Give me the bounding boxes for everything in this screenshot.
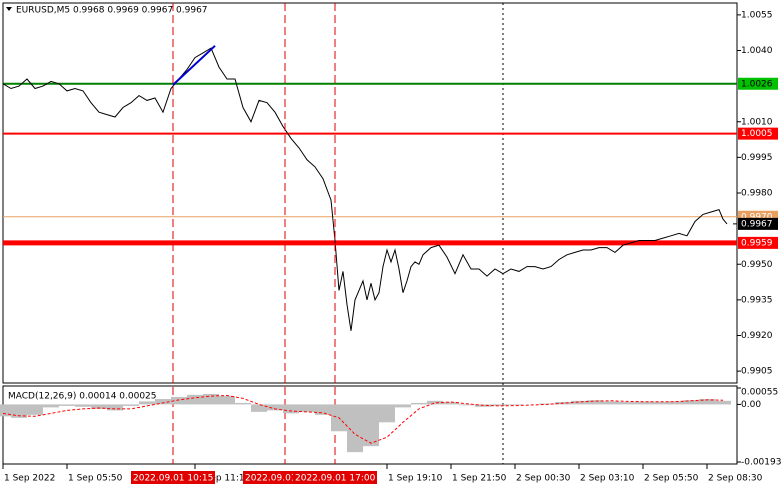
- macd-bar: [411, 402, 427, 405]
- macd-bar: [363, 404, 379, 447]
- macd-bar: [267, 404, 283, 411]
- last-price-box: [738, 217, 778, 230]
- macd-bar: [571, 400, 587, 405]
- x-tick-label: 1 Sep 19:10: [388, 474, 443, 484]
- macd-bar: [491, 404, 507, 406]
- macd-bar: [171, 396, 187, 405]
- macd-bar: [251, 404, 267, 412]
- macd-bar: [107, 404, 123, 411]
- macd-title: MACD(12,26,9) 0.00014 0.00025: [8, 392, 157, 402]
- level-label: 0.9959: [741, 238, 773, 248]
- macd-bar: [667, 401, 683, 405]
- event-label: 2022.09.01 10:15: [133, 474, 213, 484]
- macd-bar: [315, 404, 331, 415]
- macd-bar: [91, 404, 107, 409]
- macd-bar: [619, 402, 635, 405]
- level-label-box: [738, 236, 778, 249]
- macd-bar: [283, 404, 299, 414]
- x-tick-label: 2 Sep 05:50: [644, 474, 699, 484]
- y-tick-label: 1.0010: [741, 117, 773, 127]
- y-tick-label: 0.9995: [741, 153, 773, 163]
- macd-bar: [395, 404, 411, 408]
- level-label-box: [738, 77, 778, 90]
- signal-line: [2, 394, 724, 444]
- level-label-box: [738, 127, 778, 140]
- macd-bar: [235, 402, 251, 405]
- macd-bar: [699, 399, 715, 405]
- level-label: 1.0026: [741, 79, 773, 89]
- y-tick-label: 1.0040: [741, 46, 773, 56]
- macd-bar: [651, 402, 667, 405]
- y-tick-label: 0.00055: [741, 388, 778, 398]
- macd-bar: [507, 404, 523, 406]
- x-tick-label: 2 Sep 00:30: [516, 474, 571, 484]
- macd-bar: [43, 404, 59, 408]
- macd-bar: [427, 400, 443, 405]
- macd-bar: [715, 400, 731, 405]
- macd-frame: [2, 385, 738, 465]
- y-tick-label: -0.00193: [741, 458, 781, 468]
- macd-bar: [27, 404, 43, 415]
- macd-bar: [587, 400, 603, 405]
- macd-bar: [0, 404, 11, 417]
- y-tick-label: 0.9950: [741, 260, 773, 270]
- y-tick-label: 0.9935: [741, 295, 773, 305]
- macd-bar: [219, 396, 235, 405]
- price-line: [2, 47, 728, 331]
- macd-bar: [75, 404, 91, 407]
- level-label: 0.9970: [741, 212, 773, 222]
- y-tick-label: 0.9905: [741, 367, 773, 377]
- macd-bar: [203, 393, 219, 405]
- y-tick-label: 1.0055: [741, 10, 773, 20]
- x-tick-label: 2 Sep 03:10: [580, 474, 635, 484]
- macd-bar: [683, 400, 699, 405]
- y-tick-label: 0.9920: [741, 331, 773, 341]
- macd-bar: [123, 404, 139, 406]
- macd-bar: [155, 399, 171, 405]
- menu-arrow: [6, 7, 12, 11]
- x-tick-label: 1 Sep 11:10: [196, 474, 251, 484]
- macd-bar: [59, 404, 75, 406]
- trend-line: [172, 45, 216, 86]
- event-label-box: [293, 471, 377, 484]
- macd-bar: [11, 404, 27, 418]
- macd-bar: [459, 404, 475, 406]
- event-label-box: [131, 471, 215, 484]
- macd-bar: [443, 402, 459, 405]
- chart-title: EURUSD,M5 0.9968 0.9969 0.9967 0.9967: [16, 6, 208, 16]
- macd-bar: [139, 401, 155, 405]
- event-label: 2022.09.01: [245, 474, 297, 484]
- y-tick-label: 0.9980: [741, 189, 773, 199]
- x-tick-label: 1 Sep 21:50: [452, 474, 507, 484]
- macd-bar: [299, 404, 315, 412]
- macd-bar: [635, 401, 651, 405]
- macd-bar: [347, 404, 363, 453]
- last-price-label: 0.9967: [741, 219, 773, 229]
- level-label: 1.0005: [741, 129, 773, 139]
- macd-bar: [187, 394, 203, 405]
- y-tick-label: 0.00: [741, 400, 761, 410]
- x-tick-label: 2 Sep 08:30: [708, 474, 763, 484]
- macd-bar: [603, 401, 619, 405]
- x-tick-label: 1 Sep 2022: [4, 474, 55, 484]
- macd-bar: [379, 404, 395, 423]
- event-label: 2022.09.01 17:00: [295, 474, 376, 484]
- x-tick-label: 1 Sep 05:50: [68, 474, 123, 484]
